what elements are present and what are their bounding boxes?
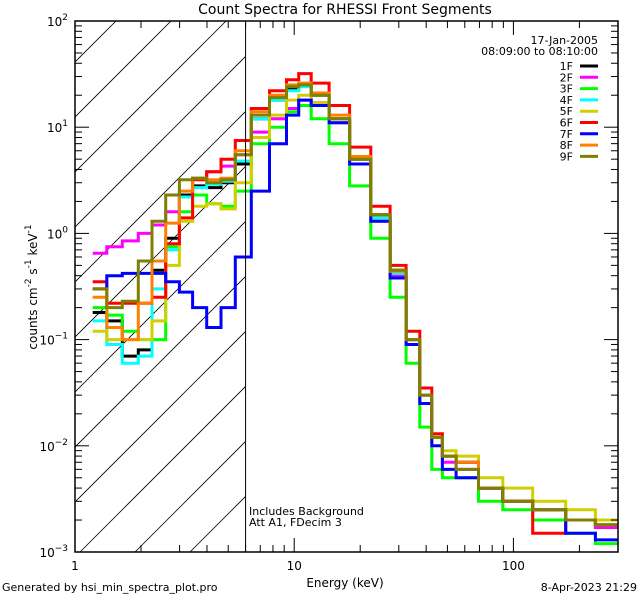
legend-date: 17-Jan-2005 (531, 34, 599, 47)
footer-generated-by: Generated by hsi_min_spectra_plot.pro (2, 581, 218, 594)
hatch-line (75, 21, 117, 63)
legend-label-9F: 9F (560, 150, 573, 163)
hatch-line (79, 386, 245, 552)
chart-title: Count Spectra for RHESSI Front Segments (198, 2, 492, 18)
series-6F (92, 72, 618, 535)
y-axis-ticks (75, 20, 618, 553)
legend-label-5F: 5F (560, 105, 573, 118)
hatch-line (75, 221, 245, 393)
y-label-mid2: keV (26, 233, 40, 260)
legend-label-8F: 8F (560, 139, 573, 152)
hatch-line (134, 441, 245, 552)
hatch-line (75, 21, 172, 118)
legend-label-4F: 4F (560, 94, 573, 107)
x-tick-label: 100 (502, 559, 525, 573)
series-8F (92, 81, 618, 527)
series-group (92, 72, 618, 546)
y-label-base: counts cm (26, 287, 40, 349)
footer-timestamp: 8-Apr-2023 21:29 (540, 581, 637, 594)
y-label-sup3: -1 (24, 224, 34, 233)
hatch-line (75, 166, 245, 338)
legend-label-7F: 7F (560, 128, 573, 141)
x-axis-ticks (74, 21, 619, 552)
y-tick-label: 101 (47, 119, 68, 135)
y-tick-label: 102 (47, 13, 68, 29)
series-9F (92, 83, 618, 527)
legend: 17-Jan-2005 08:09:00 to 08:10:00 1F2F3F4… (481, 34, 598, 163)
hatch-line (75, 331, 245, 503)
x-tick-label: 1 (71, 559, 79, 573)
hatch-line (75, 21, 227, 173)
y-tick-label: 10−2 (39, 438, 68, 454)
y-tick-label: 10−1 (39, 332, 68, 348)
y-tick-label: 10−3 (39, 544, 68, 560)
legend-label-3F: 3F (560, 83, 573, 96)
annotation-attenuator: Att A1, FDecim 3 (249, 516, 342, 529)
series-3F (92, 104, 618, 546)
legend-label-6F: 6F (560, 117, 573, 130)
plot-frame (74, 20, 619, 553)
y-label-sup2: -1 (24, 259, 34, 268)
hatch-line (75, 111, 245, 283)
series-1F (92, 83, 618, 527)
annotation-background: Includes Background (249, 505, 364, 518)
legend-time-range: 08:09:00 to 08:10:00 (481, 45, 598, 58)
x-tick-labels: 1 10 100 (71, 559, 525, 573)
legend-label-2F: 2F (560, 71, 573, 84)
y-tick-label: 100 (47, 225, 68, 241)
y-axis-label: counts cm-2 s-1 keV-1 (24, 224, 40, 349)
series-7F (92, 98, 618, 542)
x-axis-label: Energy (keV) (306, 576, 383, 590)
y-label-sup1: -2 (24, 278, 34, 287)
x-tick-label: 10 (287, 559, 302, 573)
y-label-mid1: s (26, 268, 40, 278)
legend-label-1F: 1F (560, 60, 573, 73)
series-4F (92, 85, 618, 527)
y-tick-labels: 102 101 100 10−1 10−2 10−3 (39, 13, 68, 560)
